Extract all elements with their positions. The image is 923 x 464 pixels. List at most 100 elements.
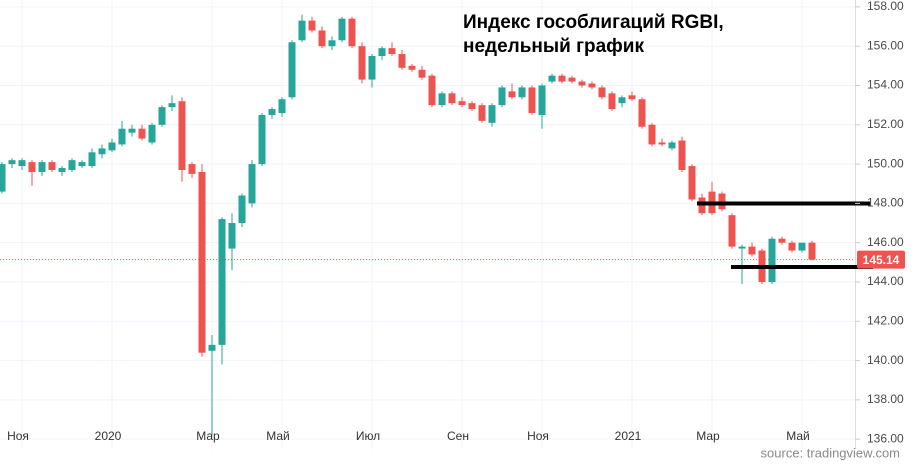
candle-body — [208, 344, 216, 351]
candle-body — [558, 75, 566, 82]
candle-body — [228, 223, 236, 249]
x-tick-label: 2021 — [615, 429, 642, 443]
candle-body — [198, 171, 206, 353]
candle-body — [408, 65, 416, 70]
candle-body — [38, 162, 46, 172]
x-tick-label: Июл — [356, 429, 380, 443]
candle-body — [318, 30, 326, 47]
candle-body — [418, 69, 426, 78]
x-tick-label: Мар — [696, 429, 720, 443]
candle-body — [608, 93, 616, 110]
candle-body — [58, 168, 66, 172]
candle-body — [78, 162, 86, 167]
candle-body — [728, 215, 736, 247]
candle-body — [598, 87, 606, 98]
candle-body — [368, 56, 376, 80]
x-tick-label: Мар — [196, 429, 220, 443]
candle-body — [638, 99, 646, 127]
candle-body — [308, 20, 316, 31]
candle-body — [498, 87, 506, 106]
candle-body — [0, 164, 6, 192]
candle-body — [148, 124, 156, 143]
candle-body — [778, 238, 786, 243]
candle-body — [108, 142, 116, 151]
candle-body — [338, 18, 346, 41]
x-tick-label: Ноя — [527, 429, 549, 443]
y-tick-label: 152.00 — [867, 117, 904, 131]
candle-body — [538, 85, 546, 115]
candle-body — [48, 162, 56, 170]
x-tick-label: Май — [786, 429, 810, 443]
y-tick-label: 146.00 — [867, 235, 904, 249]
candle-body — [528, 87, 536, 113]
y-tick-label: 154.00 — [867, 78, 904, 92]
candle-body — [138, 128, 146, 139]
candle-body — [458, 101, 466, 106]
candle-body — [218, 219, 226, 345]
candle-body — [428, 75, 436, 106]
candle-body — [788, 242, 796, 251]
candle-body — [168, 103, 176, 108]
candle-body — [798, 242, 806, 251]
candle-body — [658, 142, 666, 145]
candle-body — [298, 20, 306, 41]
candle-body — [388, 48, 396, 55]
grid — [0, 0, 855, 449]
y-tick-label: 148.00 — [867, 196, 904, 210]
y-tick-label: 150.00 — [867, 156, 904, 170]
candle-body — [188, 164, 196, 174]
y-tick-label: 158.00 — [867, 0, 904, 13]
candle-body — [508, 91, 516, 98]
candle-body — [288, 42, 296, 98]
last-price-box — [857, 250, 905, 269]
candle-body — [568, 77, 576, 82]
candle-body — [178, 101, 186, 170]
candle-body — [278, 99, 286, 113]
candle-body — [688, 166, 696, 200]
candle-body — [328, 40, 336, 47]
x-tick-label: Май — [266, 429, 290, 443]
candle-body — [248, 164, 256, 204]
y-tick-label: 140.00 — [867, 353, 904, 367]
candle-body — [748, 246, 756, 255]
y-tick-label: 136.00 — [867, 431, 904, 445]
candle-body — [768, 238, 776, 282]
candle-body — [518, 87, 526, 98]
chart-title: недельный график — [463, 36, 644, 57]
candle-body — [468, 103, 476, 110]
candle-body — [718, 193, 726, 210]
candle-body — [668, 142, 676, 149]
candle-body — [378, 48, 386, 57]
y-tick-label: 142.00 — [867, 313, 904, 327]
candle-body — [158, 107, 166, 125]
candle-body — [28, 162, 36, 172]
candle-body — [618, 97, 626, 104]
y-tick-label: 144.00 — [867, 274, 904, 288]
x-tick-label: Ноя — [7, 429, 29, 443]
candle-body — [648, 124, 656, 145]
candle-body — [268, 109, 276, 115]
candle-body — [578, 81, 586, 86]
candle-body — [358, 46, 366, 80]
candle-body — [478, 105, 486, 121]
candle-body — [8, 160, 16, 165]
candle-body — [258, 114, 266, 165]
candle-body — [128, 128, 136, 133]
candle-body — [448, 93, 456, 104]
candle-body — [118, 128, 126, 145]
candle-body — [398, 54, 406, 68]
candle-body — [628, 95, 636, 100]
x-tick-label: 2020 — [95, 429, 122, 443]
candle-body — [68, 160, 76, 170]
candle-body — [18, 160, 26, 167]
candle-body — [88, 152, 96, 167]
candle-body — [808, 242, 816, 260]
candle-body — [678, 140, 686, 170]
candle-body — [348, 18, 356, 47]
candle-body — [738, 246, 746, 249]
candle-body — [488, 105, 496, 123]
candle-body — [438, 93, 446, 106]
y-tick-label: 138.00 — [867, 392, 904, 406]
candle-body — [98, 148, 106, 155]
